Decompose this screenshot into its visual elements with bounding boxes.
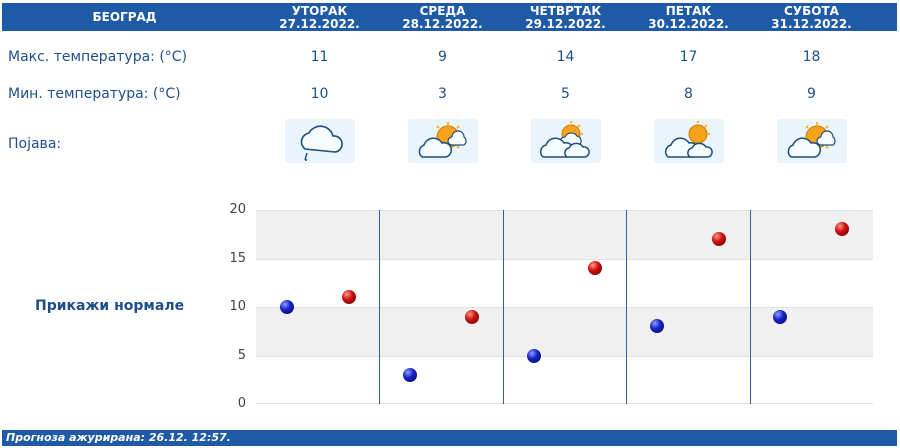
- day-separator: [750, 210, 751, 404]
- y-tick-label: 15: [229, 250, 246, 266]
- grid-band: [256, 210, 873, 259]
- max-temp-value: 14: [556, 49, 575, 65]
- day-separator: [626, 210, 627, 404]
- day-date: 29.12.2022.: [525, 17, 606, 31]
- gridline: [256, 258, 873, 260]
- min-temp-point[interactable]: [403, 367, 418, 382]
- cloud-rain-icon: [285, 119, 355, 163]
- day-header-4: ПЕТАК 30.12.2022.: [627, 5, 750, 31]
- day-name: ЧЕТВРТАК: [529, 4, 602, 18]
- min-temp-value: 5: [561, 86, 570, 102]
- y-tick-label: 5: [237, 347, 246, 363]
- gridline: [256, 210, 873, 211]
- max-temp-point[interactable]: [588, 261, 603, 276]
- day-name: ПЕТАК: [665, 4, 712, 18]
- min-temp-value: 9: [807, 86, 816, 102]
- max-temp-label: Макс. температура: (°C): [8, 49, 188, 65]
- day-date: 27.12.2022.: [279, 17, 360, 31]
- max-temp-point[interactable]: [711, 232, 726, 247]
- cloud-sun-icon: [654, 119, 724, 163]
- day-date: 28.12.2022.: [402, 17, 483, 31]
- y-tick-label: 0: [237, 396, 246, 411]
- city-name: БЕОГРАД: [92, 10, 157, 24]
- min-temp-point[interactable]: [650, 319, 665, 334]
- day-name: УТОРАК: [291, 4, 348, 18]
- max-temp-value: 17: [679, 49, 698, 65]
- day-name: СРЕДА: [419, 4, 466, 18]
- min-temp-point[interactable]: [279, 300, 294, 314]
- min-temp-value: 10: [310, 86, 329, 102]
- min-temp-point[interactable]: [773, 309, 788, 324]
- day-name: СУБОТА: [784, 4, 839, 18]
- max-temp-point[interactable]: [464, 309, 479, 324]
- cloud-sun-icon: [531, 119, 601, 163]
- day-separator: [379, 210, 380, 404]
- phenomenon-label: Појава:: [8, 136, 62, 152]
- day-date: 30.12.2022.: [648, 17, 729, 31]
- y-tick-label: 10: [229, 299, 246, 314]
- day-header-3: ЧЕТВРТАК 29.12.2022.: [504, 5, 627, 31]
- forecast-updated: Прогноза ажурирана: 26.12. 12:57.: [2, 430, 897, 446]
- gridline: [256, 403, 873, 404]
- sun-cloud-icon: [408, 119, 478, 163]
- min-temp-label: Мин. температура: (°C): [8, 86, 181, 102]
- min-temp-value: 8: [684, 86, 693, 102]
- forecast-header: БЕОГРАД УТОРАК 27.12.2022. СРЕДА 28.12.202…: [2, 3, 897, 31]
- day-header-2: СРЕДА 28.12.2022.: [381, 5, 504, 31]
- max-temp-point[interactable]: [341, 290, 356, 305]
- max-temp-value: 11: [310, 49, 329, 65]
- day-separator: [503, 210, 504, 404]
- day-header-1: УТОРАК 27.12.2022.: [258, 5, 381, 31]
- max-temp-value: 9: [438, 49, 447, 65]
- day-header-5: СУБОТА 31.12.2022.: [750, 5, 873, 31]
- max-temp-point[interactable]: [835, 222, 850, 237]
- show-normals-link[interactable]: Прикажи нормале: [35, 298, 185, 314]
- temperature-chart: [256, 210, 873, 404]
- sun-cloud-icon: [777, 119, 847, 163]
- grid-band: [256, 307, 873, 356]
- gridline: [256, 355, 873, 357]
- gridline: [256, 307, 873, 308]
- y-tick-label: 20: [229, 202, 246, 217]
- min-temp-point[interactable]: [526, 348, 541, 363]
- max-temp-value: 18: [802, 49, 821, 65]
- day-date: 31.12.2022.: [771, 17, 852, 31]
- min-temp-value: 3: [438, 86, 447, 102]
